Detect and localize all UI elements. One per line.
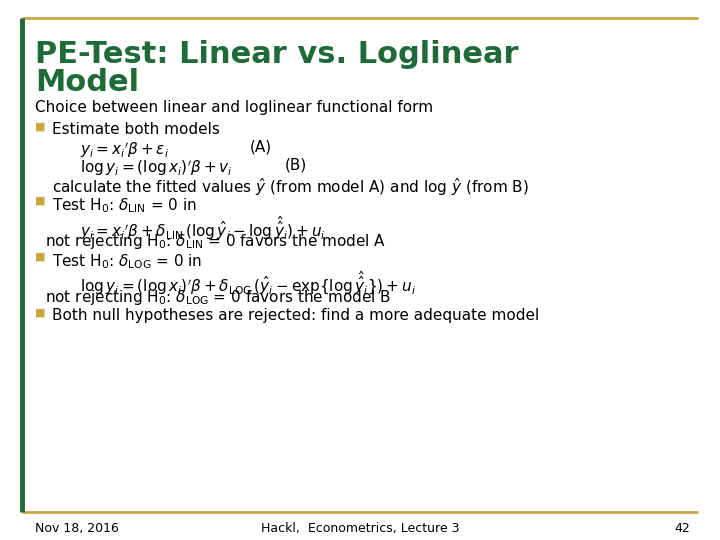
Text: Test H$_0$: $\delta_\mathrm{LOG}$ = 0 in: Test H$_0$: $\delta_\mathrm{LOG}$ = 0 in <box>52 252 202 271</box>
Text: calculate the fitted values $\hat{y}$ (from model A) and log $\hat{y}$ (from B): calculate the fitted values $\hat{y}$ (f… <box>52 176 528 198</box>
Text: (A): (A) <box>250 140 272 155</box>
Text: ■: ■ <box>35 196 45 206</box>
Text: PE-Test: Linear vs. Loglinear: PE-Test: Linear vs. Loglinear <box>35 40 518 69</box>
Text: Hackl,  Econometrics, Lecture 3: Hackl, Econometrics, Lecture 3 <box>261 522 459 535</box>
Text: Choice between linear and loglinear functional form: Choice between linear and loglinear func… <box>35 100 433 115</box>
Text: $y_i = x_i{^\prime}\beta + \delta_\mathrm{LIN}\,(\mathrm{log}\,\hat{y}_i - \math: $y_i = x_i{^\prime}\beta + \delta_\mathr… <box>80 214 326 242</box>
Text: ■: ■ <box>35 252 45 262</box>
Text: (B): (B) <box>285 158 307 173</box>
Text: 42: 42 <box>674 522 690 535</box>
Text: Model: Model <box>35 68 139 97</box>
Text: Test H$_0$: $\delta_\mathrm{LIN}$ = 0 in: Test H$_0$: $\delta_\mathrm{LIN}$ = 0 in <box>52 196 197 215</box>
Text: ■: ■ <box>35 122 45 132</box>
Text: Estimate both models: Estimate both models <box>52 122 220 137</box>
Text: $\mathrm{log}\,y_i = (\mathrm{log}\,x_i){^\prime}\beta + \delta_\mathrm{LOG}\,(\: $\mathrm{log}\,y_i = (\mathrm{log}\,x_i)… <box>80 270 416 297</box>
Text: not rejecting H$_0$: $\delta_\mathrm{LIN}$ = 0 favors the model A: not rejecting H$_0$: $\delta_\mathrm{LIN… <box>45 232 386 251</box>
Text: Both null hypotheses are rejected: find a more adequate model: Both null hypotheses are rejected: find … <box>52 308 539 323</box>
Text: not rejecting H$_0$: $\delta_\mathrm{LOG}$ = 0 favors the model B: not rejecting H$_0$: $\delta_\mathrm{LOG… <box>45 288 391 307</box>
Text: ■: ■ <box>35 308 45 318</box>
Text: Nov 18, 2016: Nov 18, 2016 <box>35 522 119 535</box>
Text: $y_i = x_i{^\prime}\beta + \varepsilon_i$: $y_i = x_i{^\prime}\beta + \varepsilon_i… <box>80 140 169 160</box>
Text: $\mathrm{log}\, y_i = (\mathrm{log}\, x_i){^\prime}\beta + v_i$: $\mathrm{log}\, y_i = (\mathrm{log}\, x_… <box>80 158 233 178</box>
